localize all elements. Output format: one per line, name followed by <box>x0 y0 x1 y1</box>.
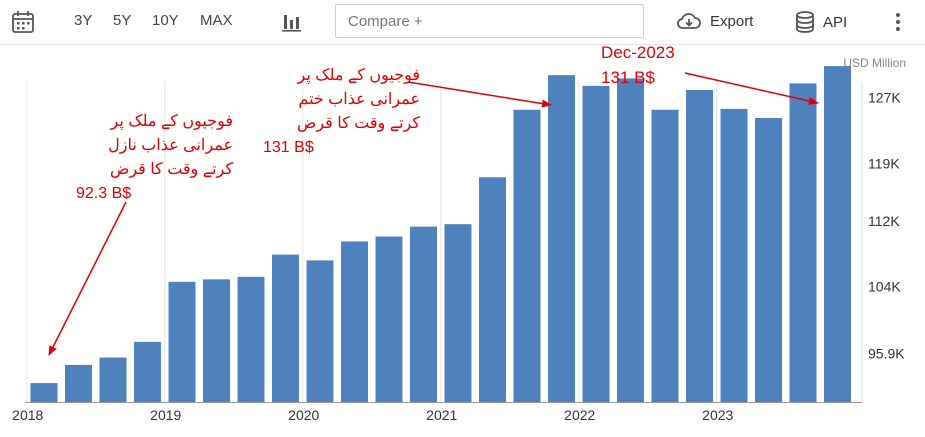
bar <box>513 109 541 402</box>
bar <box>272 254 299 402</box>
database-icon <box>796 11 814 33</box>
unit-label: USD Million <box>843 56 906 70</box>
bar <box>375 236 403 402</box>
range-max-button[interactable]: MAX <box>200 12 233 29</box>
x-tick-label: 2020 <box>288 407 319 423</box>
export-label: Export <box>710 12 754 30</box>
annotation-text: 131 B$ <box>601 68 655 87</box>
bar-chart-icon[interactable] <box>279 9 305 35</box>
toolbar: 3Y 5Y 10Y MAX Export API <box>0 0 925 45</box>
compare-input[interactable] <box>335 4 644 38</box>
bar <box>755 117 782 402</box>
annotation-text: Dec-2023 <box>601 45 675 62</box>
bar <box>341 241 368 402</box>
bar <box>410 226 437 402</box>
x-tick-label: 2019 <box>150 407 181 423</box>
y-tick-label: 119K <box>868 155 900 171</box>
bar <box>444 224 472 402</box>
bar <box>203 279 230 402</box>
bar <box>720 108 748 402</box>
annotation-text: 92.3 B$ <box>76 185 131 202</box>
y-tick-label: 127K <box>868 89 901 105</box>
bar <box>168 281 196 402</box>
bar <box>789 83 817 403</box>
y-tick-label: 112K <box>868 213 900 229</box>
x-tick-label: 2021 <box>426 407 457 423</box>
annotation-text: عمرانی عذاب نازل <box>108 137 233 154</box>
bar <box>237 276 265 402</box>
annotation: Dec-2023 131 B$ <box>601 43 819 105</box>
bar <box>548 75 575 402</box>
bar <box>65 364 92 402</box>
more-vertical-icon[interactable] <box>885 9 911 35</box>
bar <box>686 89 713 402</box>
annotation-text: فوجیوں کے ملک پر <box>110 113 233 130</box>
range-3y-button[interactable]: 3Y <box>74 12 93 29</box>
bar <box>651 109 679 402</box>
annotation-text: فوجیوں کے ملک پر <box>297 67 420 84</box>
x-tick-label: 2022 <box>564 407 595 423</box>
x-tick-label: 2023 <box>702 407 733 423</box>
export-button[interactable]: Export <box>676 10 753 32</box>
range-10y-button[interactable]: 10Y <box>152 12 179 29</box>
annotation-text: کرتے وقت کا قرض <box>297 115 420 132</box>
bar <box>617 78 644 403</box>
y-tick-label: 104K <box>868 279 901 295</box>
annotation: فوجیوں کے ملک پر عمرانی عذاب ختم کرتے وقت … <box>263 67 552 156</box>
range-5y-button[interactable]: 5Y <box>113 12 132 29</box>
chart-area: 2018 2019 2020 2021 2022 2023 95.9K 104K 112K 119… <box>0 43 925 432</box>
annotation-text: 131 B$ <box>263 139 314 156</box>
bar <box>824 66 851 402</box>
bar-chart: 2018 2019 2020 2021 2022 2023 95.9K 104K 112K 119… <box>12 43 906 423</box>
x-tick-label: 2018 <box>12 407 43 423</box>
annotation: فوجیوں کے ملک پر عمرانی عذاب نازل کرتے وق… <box>48 113 233 356</box>
bar <box>30 383 58 402</box>
bar <box>306 260 334 402</box>
annotation-arrow <box>48 201 127 356</box>
bar <box>479 177 506 402</box>
bar <box>582 85 610 403</box>
bar <box>134 341 161 402</box>
annotation-arrow <box>684 72 819 105</box>
api-button[interactable]: API <box>795 10 847 34</box>
calendar-icon[interactable] <box>10 9 36 35</box>
api-label: API <box>823 13 848 31</box>
annotation-text: کرتے وقت کا قرض <box>110 161 233 178</box>
cloud-download-icon <box>677 13 701 29</box>
annotation-arrow <box>407 81 552 108</box>
y-tick-label: 95.9K <box>868 345 905 361</box>
annotation-text: عمرانی عذاب ختم <box>298 91 420 108</box>
bar <box>99 357 127 402</box>
